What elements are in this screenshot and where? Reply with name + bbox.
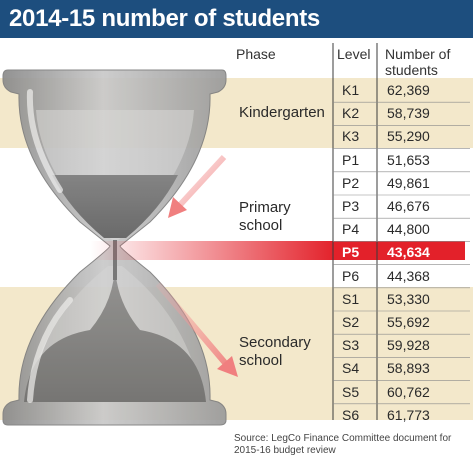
phase-label-primary: Primary school bbox=[239, 199, 291, 234]
students-cell: 55,692 bbox=[387, 314, 430, 330]
students-cell: 53,330 bbox=[387, 290, 430, 307]
level-cell: P5 bbox=[342, 244, 360, 261]
header-number: Number of students bbox=[385, 46, 451, 78]
title-bar: 2014-15 number of students bbox=[0, 0, 473, 38]
source-note: Source: LegCo Finance Committee document… bbox=[234, 433, 452, 456]
level-cell: P6 bbox=[342, 267, 360, 284]
level-cell: S4 bbox=[342, 360, 360, 377]
students-cell: 51,653 bbox=[387, 151, 430, 168]
highlight-bar bbox=[335, 241, 465, 260]
students-cell: 59,928 bbox=[387, 337, 430, 354]
level-cell: K3 bbox=[342, 128, 360, 145]
phase-label-kindergarten: Kindergarten bbox=[239, 104, 325, 121]
students-cell: 46,676 bbox=[387, 198, 430, 214]
phase-label-secondary: Secondary school bbox=[239, 334, 311, 369]
level-cell: S6 bbox=[342, 406, 360, 423]
students-cell: 61,773 bbox=[387, 406, 430, 423]
level-cell: K2 bbox=[342, 105, 360, 122]
level-cell: P1 bbox=[342, 151, 360, 168]
arrow-down-right bbox=[155, 282, 238, 377]
level-cell: S5 bbox=[342, 383, 360, 400]
level-cell: S1 bbox=[342, 290, 360, 307]
header-level: Level bbox=[337, 46, 371, 62]
level-cell: S2 bbox=[342, 314, 360, 330]
arrow-down-left bbox=[168, 154, 227, 218]
header-phase: Phase bbox=[236, 46, 276, 62]
students-cell: 62,369 bbox=[387, 82, 430, 98]
level-cell: P2 bbox=[342, 174, 360, 191]
students-cell: 58,893 bbox=[387, 360, 430, 377]
students-cell: 44,368 bbox=[387, 267, 430, 284]
students-cell: 58,739 bbox=[387, 105, 430, 122]
students-cell: 55,290 bbox=[387, 128, 430, 145]
students-cell: 43,634 bbox=[387, 244, 430, 261]
page-title: 2014-15 number of students bbox=[9, 5, 320, 32]
students-cell: 60,762 bbox=[387, 383, 430, 400]
row-separators bbox=[333, 101, 470, 405]
level-cell: K1 bbox=[342, 82, 360, 98]
highlight-bar-fade bbox=[90, 241, 335, 260]
students-cell: 44,800 bbox=[387, 221, 430, 238]
students-cell: 49,861 bbox=[387, 174, 430, 191]
level-cell: S3 bbox=[342, 337, 360, 354]
level-cell: P4 bbox=[342, 221, 360, 238]
level-cell: P3 bbox=[342, 198, 360, 214]
